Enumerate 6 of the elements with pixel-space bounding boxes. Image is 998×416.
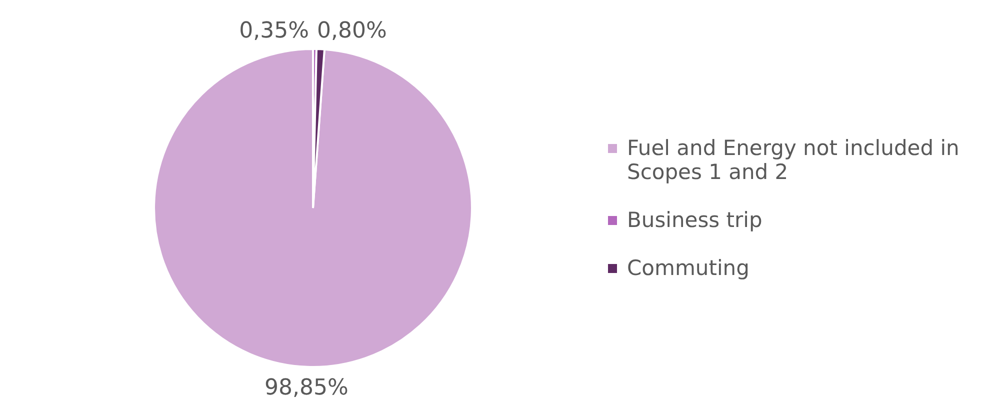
data-label: 0,35% — [239, 18, 309, 44]
legend-label: Business trip — [627, 208, 762, 232]
legend-label: Fuel and Energy not included in Scopes 1 and 2 — [627, 136, 960, 184]
data-label: 0,80% — [317, 18, 387, 44]
legend-label: Commuting — [627, 256, 750, 280]
data-label: 98,85% — [264, 376, 348, 401]
